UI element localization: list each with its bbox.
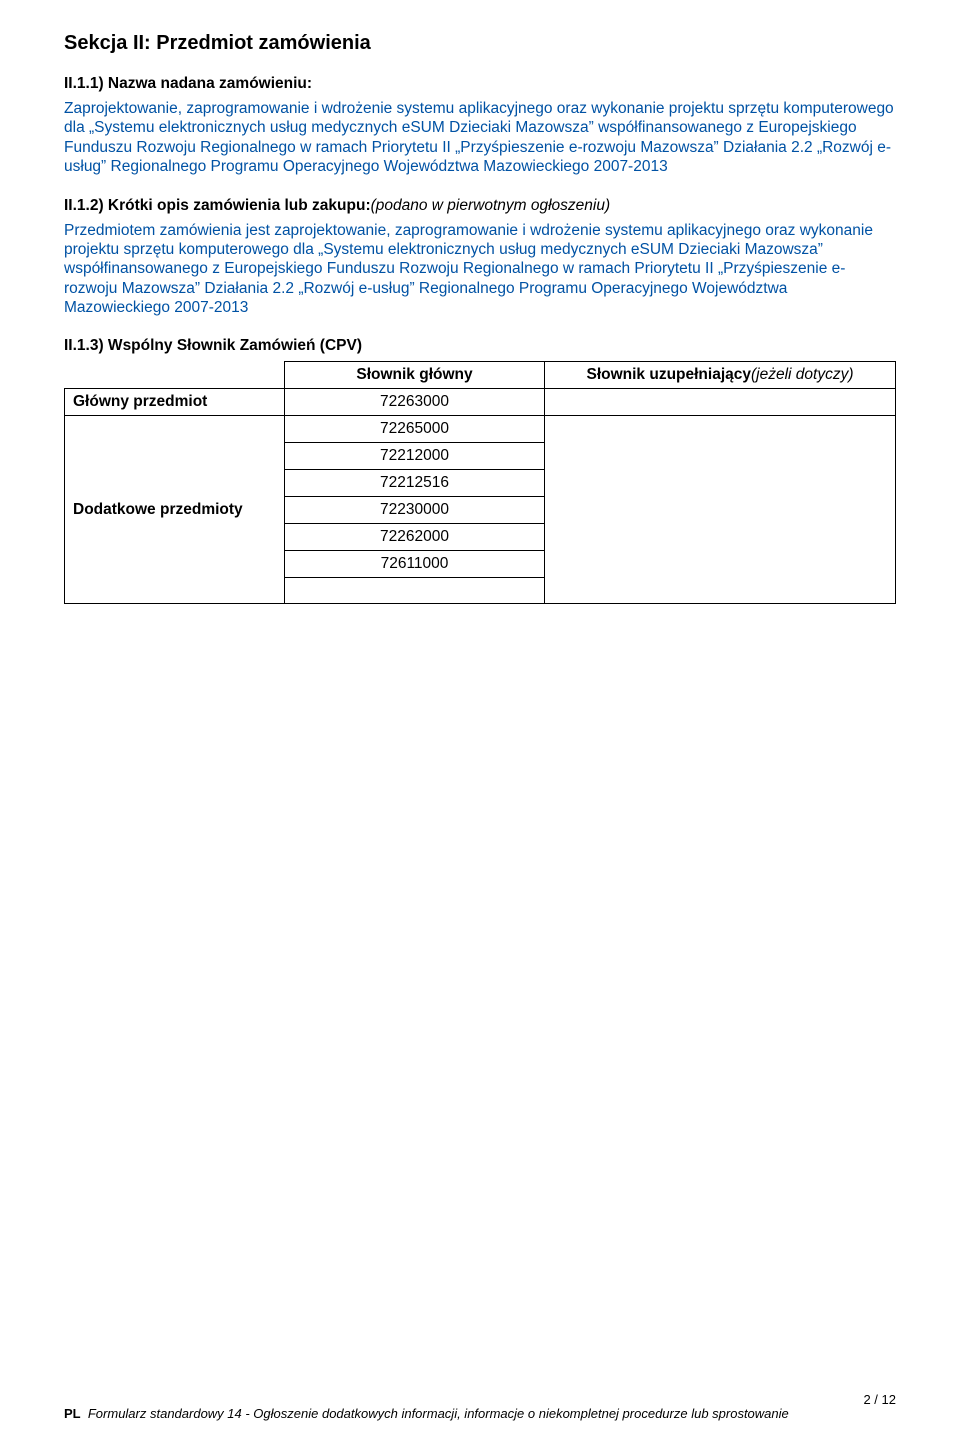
sub1-heading: II.1.1) Nazwa nadana zamówieniu: xyxy=(64,75,896,93)
col-supp-header: Słownik uzupełniający(jeżeli dotyczy) xyxy=(545,362,896,389)
col-supp-prefix: Słownik uzupełniający xyxy=(586,366,751,383)
col-supp-note: (jeżeli dotyczy) xyxy=(751,366,854,383)
subsection-ii-1-1: II.1.1) Nazwa nadana zamówieniu: Zaproje… xyxy=(64,75,896,177)
row-main-label: Główny przedmiot xyxy=(65,389,285,416)
page-footer: PL Formularz standardowy 14 - Ogłoszenie… xyxy=(64,1406,896,1422)
sub2-heading-bold: II.1.2) Krótki opis zamówienia lub zakup… xyxy=(64,197,371,214)
row-additional-label: Dodatkowe przedmioty xyxy=(65,416,285,604)
col-main-header: Słownik główny xyxy=(285,362,545,389)
additional-supp xyxy=(545,416,896,604)
footer-page-number: 2 / 12 xyxy=(863,1392,896,1408)
table-row: Dodatkowe przedmioty 72265000 xyxy=(65,416,896,443)
additional-code: 72212000 xyxy=(285,443,545,470)
additional-code: 72262000 xyxy=(285,524,545,551)
cpv-table: Słownik główny Słownik uzupełniający(jeż… xyxy=(64,361,896,604)
additional-code: 72212516 xyxy=(285,470,545,497)
table-corner-empty xyxy=(65,362,285,389)
sub1-text: Zaprojektowanie, zaprogramowanie i wdroż… xyxy=(64,99,896,177)
additional-code: 72230000 xyxy=(285,497,545,524)
subsection-ii-1-2: II.1.2) Krótki opis zamówienia lub zakup… xyxy=(64,197,896,318)
additional-code xyxy=(285,578,545,604)
sub2-heading: II.1.2) Krótki opis zamówienia lub zakup… xyxy=(64,197,896,215)
footer-title: Formularz standardowy 14 - Ogłoszenie do… xyxy=(88,1406,789,1421)
sub2-text: Przedmiotem zamówienia jest zaprojektowa… xyxy=(64,221,896,318)
additional-code: 72265000 xyxy=(285,416,545,443)
footer-lang: PL xyxy=(64,1406,81,1421)
table-header-row: Słownik główny Słownik uzupełniający(jeż… xyxy=(65,362,896,389)
table-row: Główny przedmiot 72263000 xyxy=(65,389,896,416)
main-supp xyxy=(545,389,896,416)
sub3-heading: II.1.3) Wspólny Słownik Zamówień (CPV) xyxy=(64,337,896,355)
page-content: Sekcja II: Przedmiot zamówienia II.1.1) … xyxy=(0,0,960,604)
subsection-ii-1-3: II.1.3) Wspólny Słownik Zamówień (CPV) S… xyxy=(64,337,896,604)
additional-code: 72611000 xyxy=(285,551,545,578)
main-code: 72263000 xyxy=(285,389,545,416)
sub2-heading-italic: (podano w pierwotnym ogłoszeniu) xyxy=(371,197,611,214)
section-title: Sekcja II: Przedmiot zamówienia xyxy=(64,32,896,55)
